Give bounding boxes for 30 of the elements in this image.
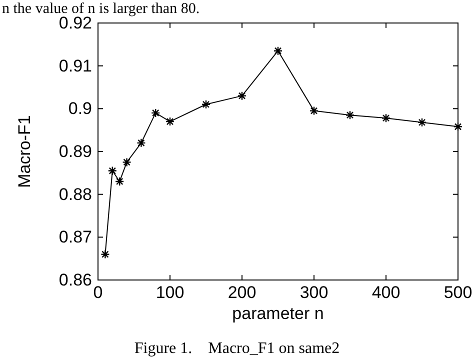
point [417, 118, 427, 127]
y-tick-label: 0.9 [68, 99, 92, 118]
x-tick-label: 300 [300, 283, 328, 302]
x-tick-label: 100 [156, 283, 184, 302]
y-axis-title: Macro-F1 [15, 115, 34, 188]
y-tick-label: 0.89 [58, 142, 92, 161]
point [136, 138, 146, 148]
point [273, 46, 283, 56]
x-tick-label: 200 [228, 283, 256, 302]
point [381, 113, 391, 123]
point [115, 176, 124, 186]
y-tick-label: 0.87 [58, 228, 92, 247]
text: Figure 1. Macro_F1 on same2 [134, 340, 340, 357]
point [201, 100, 211, 109]
point [237, 91, 247, 100]
point [108, 166, 117, 176]
point [151, 108, 160, 118]
point [345, 110, 355, 120]
point [122, 158, 132, 167]
x-tick-label: 400 [372, 283, 400, 302]
x-axis-title: parameter n [232, 304, 324, 323]
point [309, 106, 319, 116]
point [100, 250, 110, 259]
y-tick-label: 0.86 [58, 270, 92, 290]
x-tick-label: 500 [444, 283, 472, 302]
point [165, 116, 175, 126]
y-tick-label: 0.91 [58, 56, 92, 76]
x-tick-label: 0 [93, 283, 103, 302]
point [453, 122, 463, 132]
y-tick-label: 0.88 [58, 184, 92, 204]
